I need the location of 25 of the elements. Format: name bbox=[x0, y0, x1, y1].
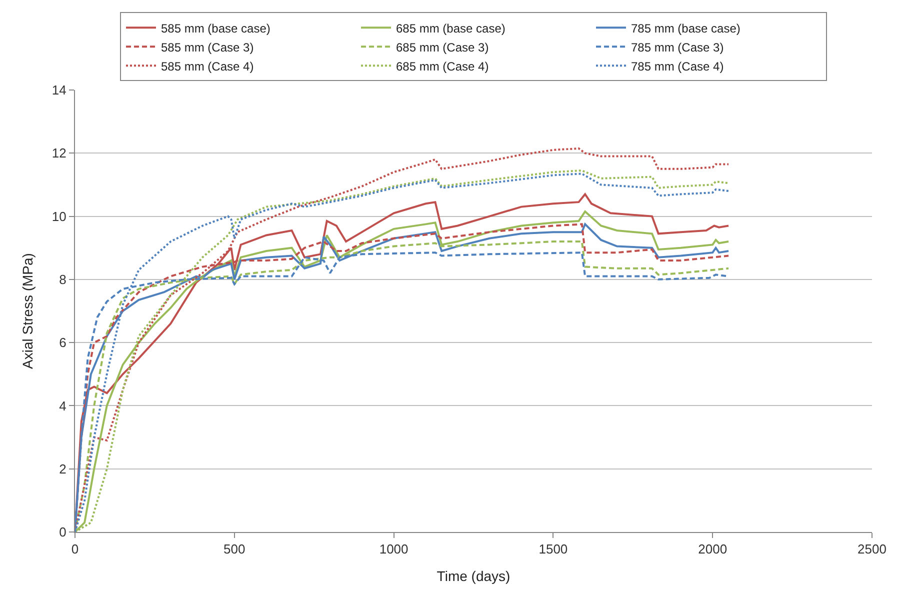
y-tick-label: 6 bbox=[59, 335, 66, 350]
legend-label: 785 mm (base case) bbox=[631, 21, 740, 36]
legend-label: 585 mm (Case 3) bbox=[161, 40, 254, 54]
x-tick-label: 2500 bbox=[858, 542, 886, 557]
y-tick-label: 8 bbox=[59, 272, 66, 287]
y-tick-label: 14 bbox=[52, 82, 66, 98]
x-axis-title: Time (days) bbox=[436, 568, 510, 584]
legend-label: 585 mm (base case) bbox=[161, 21, 270, 36]
legend-label: 585 mm (Case 4) bbox=[161, 59, 254, 74]
legend-label: 785 mm (Case 4) bbox=[631, 59, 724, 74]
y-tick-label: 10 bbox=[52, 208, 66, 224]
legend-label: 785 mm (Case 3) bbox=[631, 40, 724, 54]
x-tick-label: 0 bbox=[71, 542, 79, 557]
y-tick-label: 4 bbox=[59, 398, 66, 414]
y-tick-label: 12 bbox=[52, 146, 66, 161]
y-axis-title: Axial Stress (MPa) bbox=[20, 253, 36, 369]
legend-label: 685 mm (base case) bbox=[396, 21, 506, 36]
legend-label: 685 mm (Case 3) bbox=[396, 40, 489, 54]
x-tick-label: 1000 bbox=[379, 542, 408, 557]
x-tick-label: 500 bbox=[224, 542, 246, 557]
y-tick-label: 2 bbox=[59, 461, 66, 476]
x-tick-label: 2000 bbox=[698, 542, 728, 557]
y-tick-label: 0 bbox=[59, 524, 66, 540]
legend-label: 685 mm (Case 4) bbox=[396, 59, 489, 74]
x-tick-label: 1500 bbox=[538, 542, 568, 557]
